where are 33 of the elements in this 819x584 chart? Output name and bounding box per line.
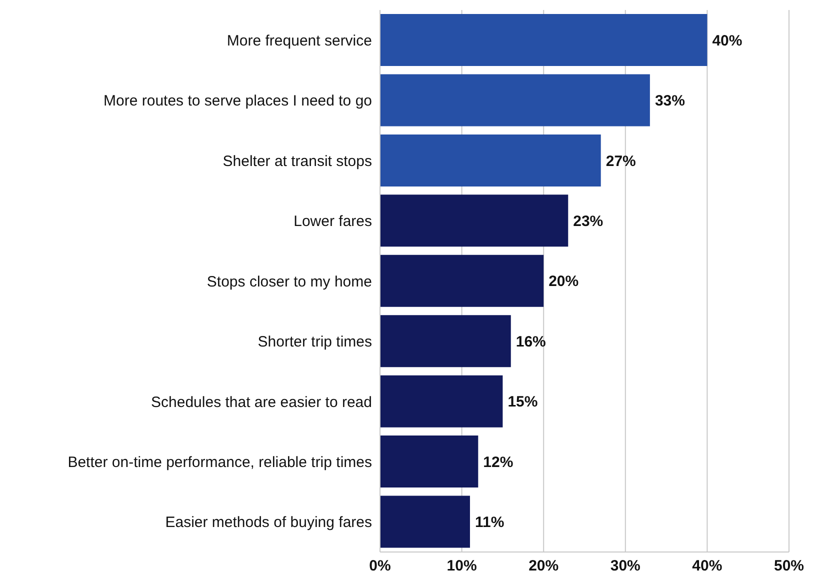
x-tick-label: 30% bbox=[610, 558, 640, 575]
x-tick-label: 20% bbox=[528, 558, 559, 575]
bar bbox=[380, 375, 503, 428]
data-label: 33% bbox=[654, 92, 685, 110]
bar bbox=[380, 496, 470, 548]
data-label: 16% bbox=[516, 333, 546, 350]
bar bbox=[380, 134, 601, 186]
x-tick-label: 50% bbox=[774, 558, 804, 575]
bar bbox=[380, 14, 708, 66]
data-label: 23% bbox=[573, 212, 604, 230]
data-label: 15% bbox=[508, 394, 538, 411]
y-tick-label: Easier methods of buying fares bbox=[165, 514, 372, 532]
y-tick-label: Shelter at transit stops bbox=[222, 152, 372, 170]
y-tick-label: Shorter trip times bbox=[258, 334, 372, 351]
x-tick-label: 0% bbox=[369, 558, 391, 575]
y-tick-label: Lower fares bbox=[294, 213, 372, 230]
bar bbox=[380, 315, 511, 368]
y-tick-label: Better on-time performance, reliable trip times bbox=[68, 454, 372, 471]
y-tick-label: Stops closer to my home bbox=[206, 273, 372, 290]
x-tick-label: 10% bbox=[446, 558, 477, 575]
bar bbox=[380, 194, 568, 247]
bar bbox=[380, 254, 544, 307]
bar bbox=[380, 74, 650, 126]
data-label: 20% bbox=[548, 273, 579, 290]
y-tick-label: Schedules that are easier to read bbox=[151, 394, 372, 411]
y-tick-label: More frequent service bbox=[226, 32, 372, 50]
data-label: 40% bbox=[712, 32, 742, 50]
data-label: 11% bbox=[474, 514, 504, 532]
data-label: 27% bbox=[606, 152, 636, 170]
x-tick-label: 40% bbox=[692, 558, 722, 575]
bar bbox=[380, 436, 478, 488]
data-label: 12% bbox=[483, 454, 514, 471]
y-tick-label: More routes to serve places I need to go bbox=[104, 92, 372, 110]
